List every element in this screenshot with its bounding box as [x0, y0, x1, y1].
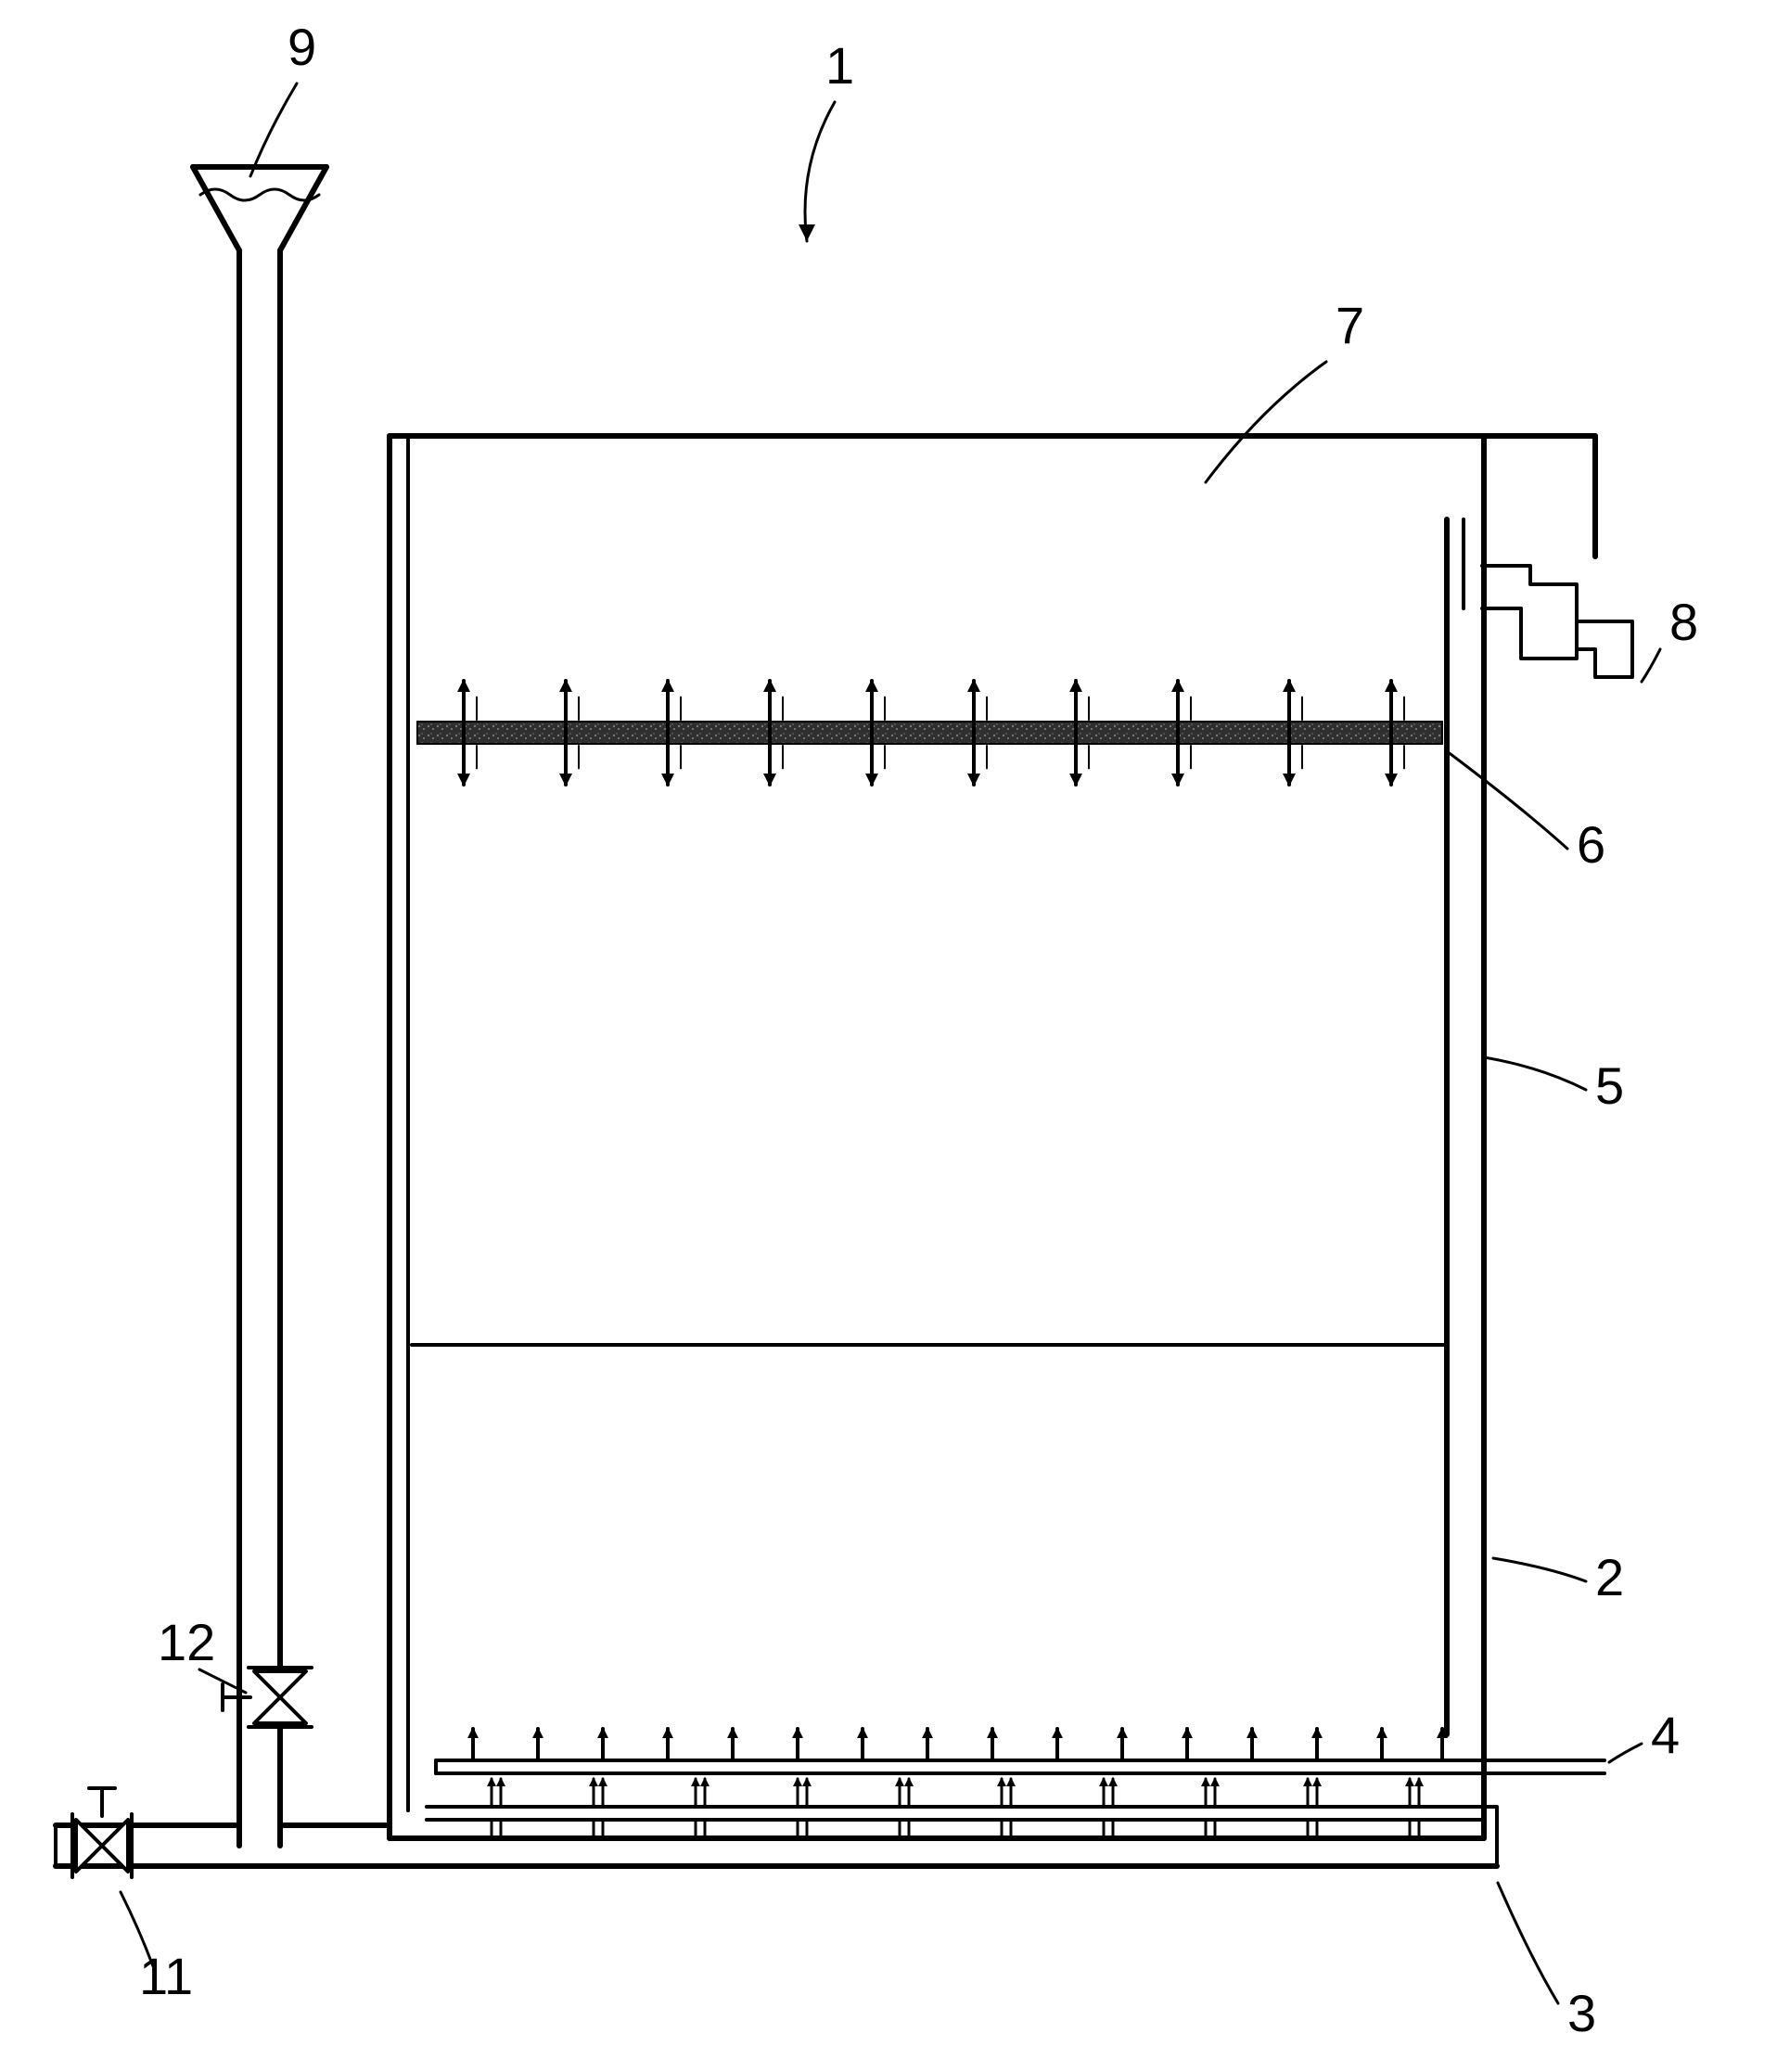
ref-label-9: 9 — [288, 18, 316, 76]
ref-label-5: 5 — [1595, 1056, 1624, 1115]
ref-label-7: 7 — [1336, 296, 1364, 354]
ref-label-3: 3 — [1567, 1984, 1596, 2042]
ref-label-4: 4 — [1651, 1706, 1680, 1764]
ref-label-6: 6 — [1577, 815, 1605, 874]
ref-label-8: 8 — [1669, 593, 1698, 651]
ref-label-11: 11 — [139, 1947, 193, 2005]
ref-label-2: 2 — [1595, 1548, 1624, 1606]
ref-label-12: 12 — [158, 1613, 215, 1671]
ref-label-1: 1 — [825, 36, 854, 95]
